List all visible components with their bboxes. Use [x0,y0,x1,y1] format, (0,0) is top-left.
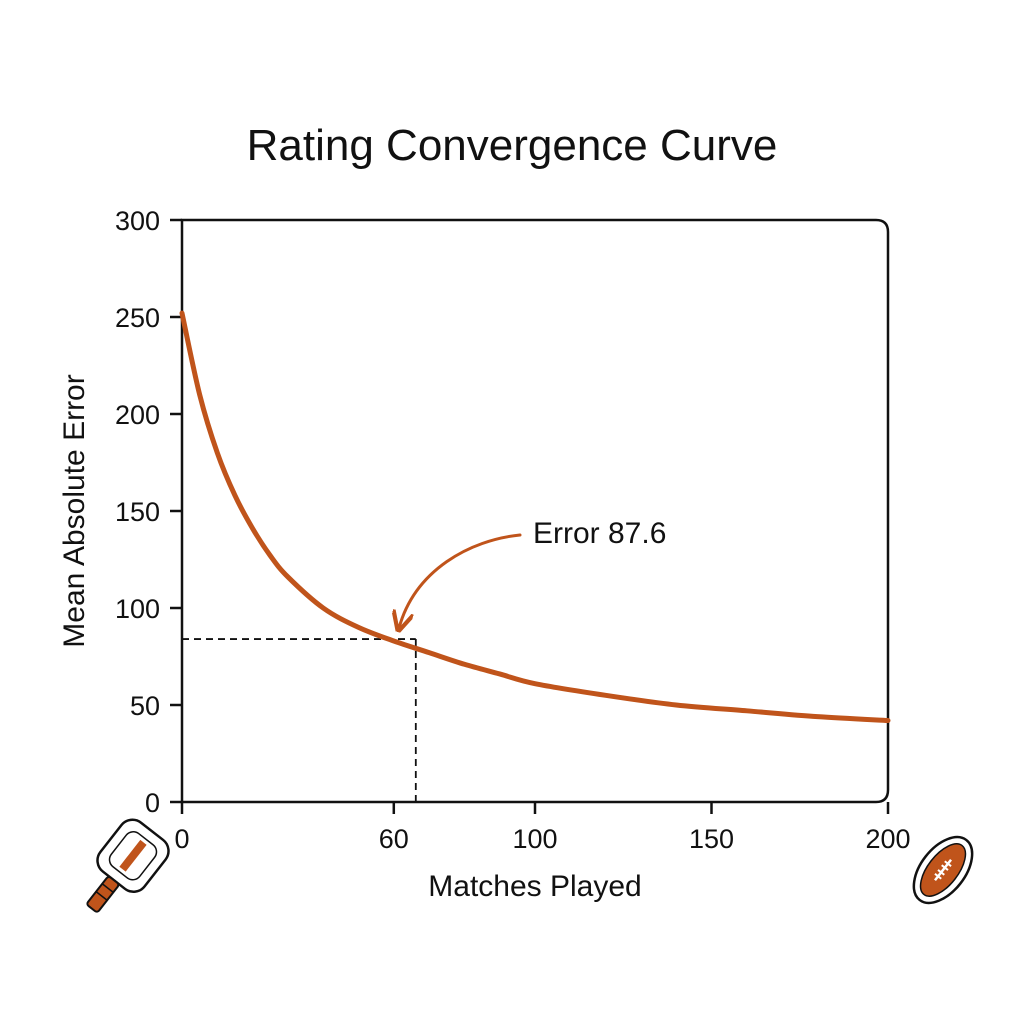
annotation-guide-lines [182,638,417,802]
series-line [179,310,891,724]
y-axis-label: Mean Absolute Error [58,374,91,647]
y-tick-label: 0 [145,788,160,818]
football-icon [912,835,974,905]
y-tick-label: 300 [115,206,160,236]
y-tick-label: 200 [115,400,160,430]
x-tick-label: 0 [174,824,189,854]
y-axis-ticks: 0 50 100 150 200 250 300 [115,206,182,818]
annotation-label: Error 87.6 [533,517,666,550]
x-tick-label: 150 [689,824,734,854]
pickleball-paddle-icon [86,818,170,913]
x-tick-label: 100 [512,824,557,854]
chart-title: Rating Convergence Curve [247,121,778,170]
annotation-arrow [399,533,522,628]
x-axis-label: Matches Played [428,870,641,903]
y-tick-label: 100 [115,594,160,624]
y-tick-label: 150 [115,497,160,527]
y-tick-label: 50 [130,691,160,721]
y-tick-label: 250 [115,303,160,333]
plot-frame [180,218,890,804]
x-axis-ticks: 0 60 100 150 200 [174,802,911,854]
x-tick-label: 200 [865,824,910,854]
x-tick-label: 60 [379,824,409,854]
series-layer [179,310,891,724]
